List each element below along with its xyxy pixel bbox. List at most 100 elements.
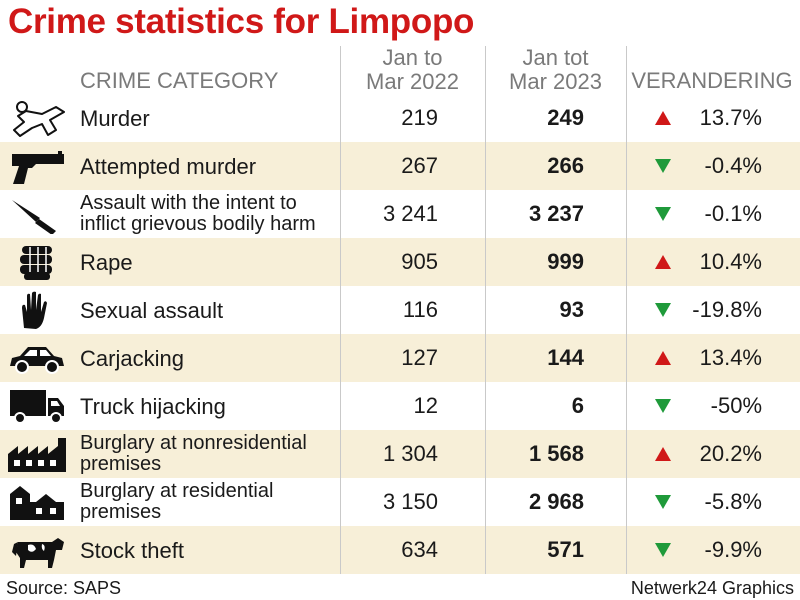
value-2022: 634 [401, 537, 438, 562]
houses-icon [10, 486, 64, 520]
value-2023: 93 [559, 297, 584, 322]
category-label-line: Rape [80, 249, 133, 275]
triangle-down-icon [655, 543, 671, 557]
change-value: -0.1% [704, 201, 762, 226]
source-note: Source: SAPS [6, 578, 122, 598]
value-2023: 6 [571, 393, 584, 418]
value-2022: 219 [401, 105, 438, 130]
fist-icon [20, 246, 52, 280]
header-period-2022-line-2: Mar 2022 [366, 69, 459, 94]
triangle-down-icon [655, 399, 671, 413]
value-2023: 571 [547, 537, 584, 562]
value-2023: 2 968 [528, 489, 584, 514]
category-label: Murder [80, 94, 335, 142]
knife-icon [12, 200, 56, 234]
value-2022: 116 [402, 297, 438, 322]
factory-icon [8, 438, 66, 472]
value-2022: 905 [401, 249, 438, 274]
category-label-line: Murder [80, 105, 150, 131]
change-value: -5.8% [704, 489, 762, 514]
change-value: 13.4% [699, 345, 762, 370]
value-2023: 999 [547, 249, 584, 274]
table-row: Assault with the intent to inflict grievo… [0, 190, 800, 238]
table-row: Burglary at nonresidential premises 1 304 1… [0, 430, 800, 478]
header-period-2023-line-1: Jan tot [522, 45, 589, 70]
value-2023: 3 237 [528, 201, 584, 226]
column-divider [340, 46, 341, 574]
header-crime-category: CRIME CATEGORY [80, 68, 279, 93]
value-2022: 1 304 [382, 441, 438, 466]
triangle-up-icon [655, 255, 671, 269]
category-label-line: Stock theft [80, 537, 184, 563]
hand-icon [22, 291, 47, 329]
change-value: -9.9% [704, 537, 762, 562]
category-label-text: Burglary at nonresidential premises [80, 433, 307, 475]
category-label-text: Carjacking [80, 345, 184, 371]
change-value: 20.2% [699, 441, 762, 466]
change-value: -19.8% [692, 297, 762, 322]
category-label-text: Truck hijacking [80, 393, 226, 419]
triangle-down-icon [655, 159, 671, 173]
change-value: 13.7% [699, 105, 762, 130]
table-row: Carjacking 127 144 13.4% [0, 334, 800, 382]
triangle-up-icon [655, 111, 671, 125]
category-label-text: Rape [80, 249, 133, 275]
value-2022: 127 [401, 345, 438, 370]
category-label: Attempted murder [80, 142, 335, 190]
column-divider [485, 46, 486, 574]
pistol-icon [12, 151, 64, 184]
body-outline-icon [13, 101, 65, 137]
change-value: -50% [710, 393, 762, 418]
category-label-line: Burglary at residential [80, 480, 274, 502]
category-label: Burglary at residential premises [80, 478, 335, 526]
header-period-2022: Jan to Mar 2022 [340, 46, 485, 94]
value-2022: 12 [413, 393, 438, 418]
chart-title: Crime statistics for Limpopo [8, 2, 475, 41]
category-label-line: Burglary at nonresidential [80, 432, 307, 454]
value-2023: 144 [547, 345, 584, 370]
category-label-line: inflict grievous bodily harm [80, 213, 316, 235]
header-period-2023-line-2: Mar 2023 [509, 69, 602, 94]
header-change: VERANDERING [631, 68, 793, 93]
column-divider [626, 46, 627, 574]
change-value: -0.4% [704, 153, 762, 178]
header-period-2022-line-1: Jan to [382, 45, 443, 70]
category-label-line: Sexual assault [80, 297, 224, 323]
category-label-line: Truck hijacking [80, 393, 226, 419]
table-row: Sexual assault 116 93 -19.8% [0, 286, 800, 334]
table-row: Stock theft 634 571 -9.9% [0, 526, 800, 574]
category-label: Carjacking [80, 334, 335, 382]
category-label-text: Sexual assault [80, 297, 224, 323]
change-value: 10.4% [699, 249, 762, 274]
table-row: Truck hijacking 12 6 -50% [0, 382, 800, 430]
category-label: Assault with the intent to inflict grievo… [80, 190, 335, 238]
category-label-text: Assault with the intent to inflict grievo… [80, 193, 316, 235]
category-label: Stock theft [80, 526, 335, 574]
category-label-line: Assault with the intent to [80, 192, 297, 214]
value-2023: 249 [547, 105, 584, 130]
category-label-line: Attempted murder [80, 153, 257, 179]
table-row: Attempted murder 267 266 -0.4% [0, 142, 800, 190]
category-label-text: Murder [80, 105, 150, 131]
category-label-text: Attempted murder [80, 153, 257, 179]
value-2023: 1 568 [528, 441, 584, 466]
category-label-line: premises [80, 501, 162, 523]
category-label: Sexual assault [80, 286, 335, 334]
category-label: Rape [80, 238, 335, 286]
value-2023: 266 [547, 153, 584, 178]
category-label-text: Stock theft [80, 537, 184, 563]
table-row: Murder 219 249 13.7% [0, 94, 800, 142]
triangle-down-icon [655, 207, 671, 221]
category-label: Truck hijacking [80, 382, 335, 430]
table-row: Rape 905 999 10.4% [0, 238, 800, 286]
triangle-down-icon [655, 495, 671, 509]
truck-icon [10, 390, 64, 424]
value-2022: 267 [401, 153, 438, 178]
table-row: Burglary at residential premises 3 150 2 96… [0, 478, 800, 526]
category-label-line: premises [80, 453, 162, 475]
cow-icon [12, 538, 64, 568]
value-2022: 3 241 [382, 201, 438, 226]
triangle-down-icon [655, 303, 671, 317]
category-label-line: Carjacking [80, 345, 184, 371]
triangle-up-icon [655, 351, 671, 365]
